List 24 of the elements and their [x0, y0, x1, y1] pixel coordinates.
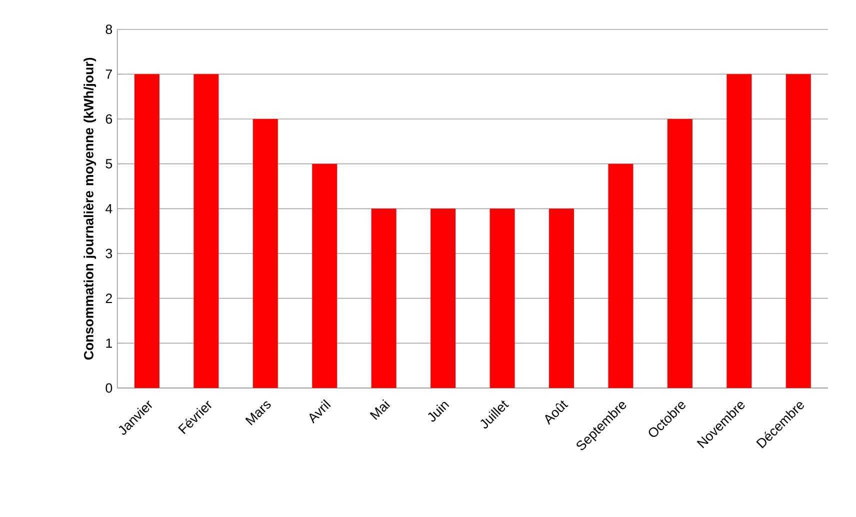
bar: [430, 208, 456, 388]
bar: [312, 164, 338, 388]
bar: [194, 74, 219, 388]
x-tick-label: Mai: [370, 399, 390, 420]
y-tick-label: 2: [106, 294, 112, 303]
y-tick-label: 1: [106, 338, 112, 348]
y-tick-label: 5: [106, 159, 112, 168]
y-tick-label: 3: [106, 248, 112, 258]
y-axis-title: Consommation journalière moyenne (kWh/jour): [84, 58, 96, 360]
bar: [786, 74, 811, 388]
bar: [134, 74, 160, 388]
bar: [726, 74, 752, 388]
bar: [490, 208, 515, 388]
bar: [252, 118, 278, 388]
bar: [549, 208, 574, 388]
bar: [667, 118, 692, 388]
y-tick-label: 7: [106, 69, 112, 79]
y-tick-label: 0: [106, 383, 112, 393]
y-tick-label: 4: [106, 204, 112, 214]
bar: [608, 164, 634, 388]
y-tick-label: 8: [106, 24, 112, 34]
bar: [371, 208, 396, 388]
x-tick-label: Juin: [428, 402, 450, 422]
y-tick-label: 6: [106, 114, 112, 124]
